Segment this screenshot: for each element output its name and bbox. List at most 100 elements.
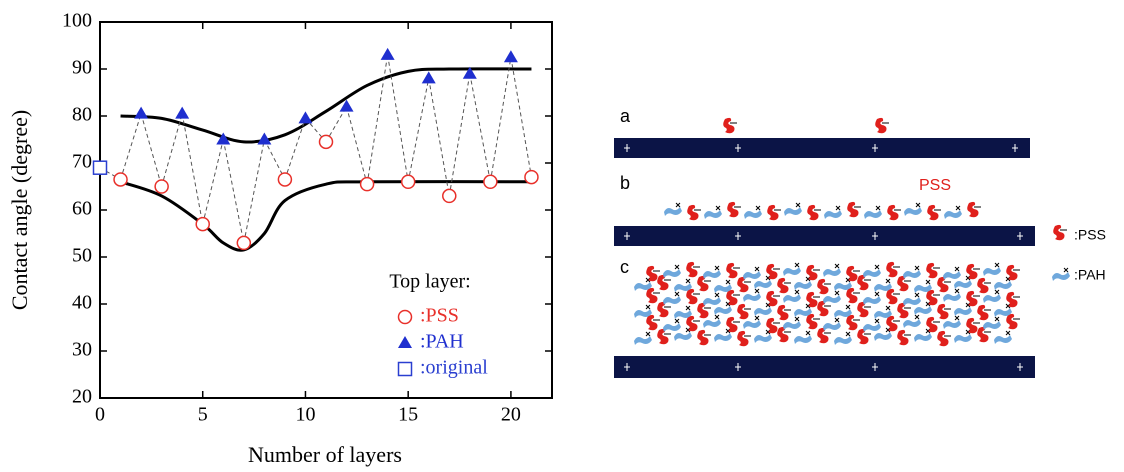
pss-glyph (806, 314, 820, 329)
legend-label: :PAH (420, 331, 464, 353)
point (402, 175, 415, 188)
pah-glyph (783, 263, 801, 276)
pss-glyph (967, 202, 981, 217)
pah-glyph (664, 203, 682, 216)
connector (511, 57, 532, 177)
point (422, 71, 436, 83)
plot-frame (100, 22, 552, 398)
pah-glyph (634, 332, 652, 345)
pah-glyph (903, 293, 921, 306)
pss-glyph (766, 291, 780, 306)
pss-glyph (646, 288, 660, 303)
connector (470, 74, 491, 182)
legend-glyph (1053, 225, 1067, 240)
y-tick-label: 30 (72, 339, 92, 361)
pss-glyph (686, 316, 700, 331)
pss-glyph (937, 331, 951, 346)
pss-glyph (847, 202, 861, 217)
pss-glyph (767, 205, 781, 220)
annotation: PSS (919, 177, 951, 194)
pss-glyph (1006, 265, 1020, 280)
point (134, 107, 148, 119)
pss-glyph (926, 317, 940, 332)
pss-glyph (697, 330, 711, 345)
pss-glyph (726, 263, 740, 278)
pss-glyph (817, 279, 831, 294)
legend-label: :PSS (1074, 227, 1106, 243)
pah-glyph (904, 203, 922, 216)
x-tick-label: 5 (198, 404, 208, 426)
x-tick-label: 20 (501, 404, 521, 426)
pss-glyph (777, 278, 791, 293)
pah-glyph (943, 267, 961, 280)
pss-glyph (937, 304, 951, 319)
connector (408, 78, 429, 181)
pss-glyph (727, 202, 741, 217)
pah-glyph (663, 292, 681, 305)
pss-glyph (777, 305, 791, 320)
x-tick-label: 0 (95, 404, 105, 426)
point (504, 50, 518, 62)
pss-glyph (686, 262, 700, 277)
connector (141, 114, 162, 187)
x-axis-label: Number of layers (248, 442, 402, 467)
x-tick-label: 15 (398, 404, 418, 426)
pah-glyph (863, 292, 881, 305)
y-tick-label: 60 (72, 198, 92, 220)
legend-label: :PAH (1074, 267, 1106, 283)
legend-glyph (1052, 268, 1070, 281)
substrate (614, 226, 1035, 246)
y-tick-label: 70 (72, 151, 92, 173)
pah-glyph (983, 263, 1001, 276)
pss-glyph (726, 317, 740, 332)
pss-glyph (897, 330, 911, 345)
point (175, 107, 189, 119)
legend-label: :original (420, 357, 488, 379)
pah-glyph (743, 267, 761, 280)
pss-glyph (927, 205, 941, 220)
legend-marker (399, 311, 412, 324)
pss-glyph (766, 264, 780, 279)
connector (347, 107, 368, 185)
point (278, 173, 291, 186)
point (298, 111, 312, 123)
pss-glyph (966, 291, 980, 306)
point (320, 135, 333, 148)
pss-glyph (886, 289, 900, 304)
pah-glyph (864, 206, 882, 219)
pah-glyph (663, 319, 681, 332)
connector (429, 78, 450, 195)
connector (367, 55, 388, 184)
pss-glyph (926, 263, 940, 278)
point (525, 171, 538, 184)
pss-glyph (1006, 314, 1020, 329)
point (114, 173, 127, 186)
pah-glyph (663, 265, 681, 278)
pss-glyph (723, 118, 737, 133)
panel-label: c (620, 257, 629, 277)
pss-glyph (646, 315, 660, 330)
y-axis-label: Contact angle (degree) (7, 110, 32, 310)
figure: Number of layers Contact angle (degree) … (0, 0, 1124, 472)
legend-label: :PSS (420, 305, 459, 327)
pss-glyph (846, 315, 860, 330)
pah-glyph (823, 318, 841, 331)
pss-glyph (886, 316, 900, 331)
point (381, 48, 395, 60)
x-tick-label: 10 (295, 404, 315, 426)
pss-glyph (977, 305, 991, 320)
pah-glyph (863, 319, 881, 332)
pah-glyph (834, 332, 852, 345)
pah-glyph (863, 265, 881, 278)
pss-glyph (687, 205, 701, 220)
y-tick-label: 20 (72, 386, 92, 408)
pss-glyph (807, 205, 821, 220)
pss-glyph (926, 290, 940, 305)
pss-glyph (737, 304, 751, 319)
legend-marker (398, 336, 412, 348)
pss-glyph (875, 118, 889, 133)
connector (490, 57, 511, 182)
y-tick-label: 90 (72, 57, 92, 79)
pss-glyph (966, 264, 980, 279)
legend-title: Top layer: (389, 271, 470, 293)
